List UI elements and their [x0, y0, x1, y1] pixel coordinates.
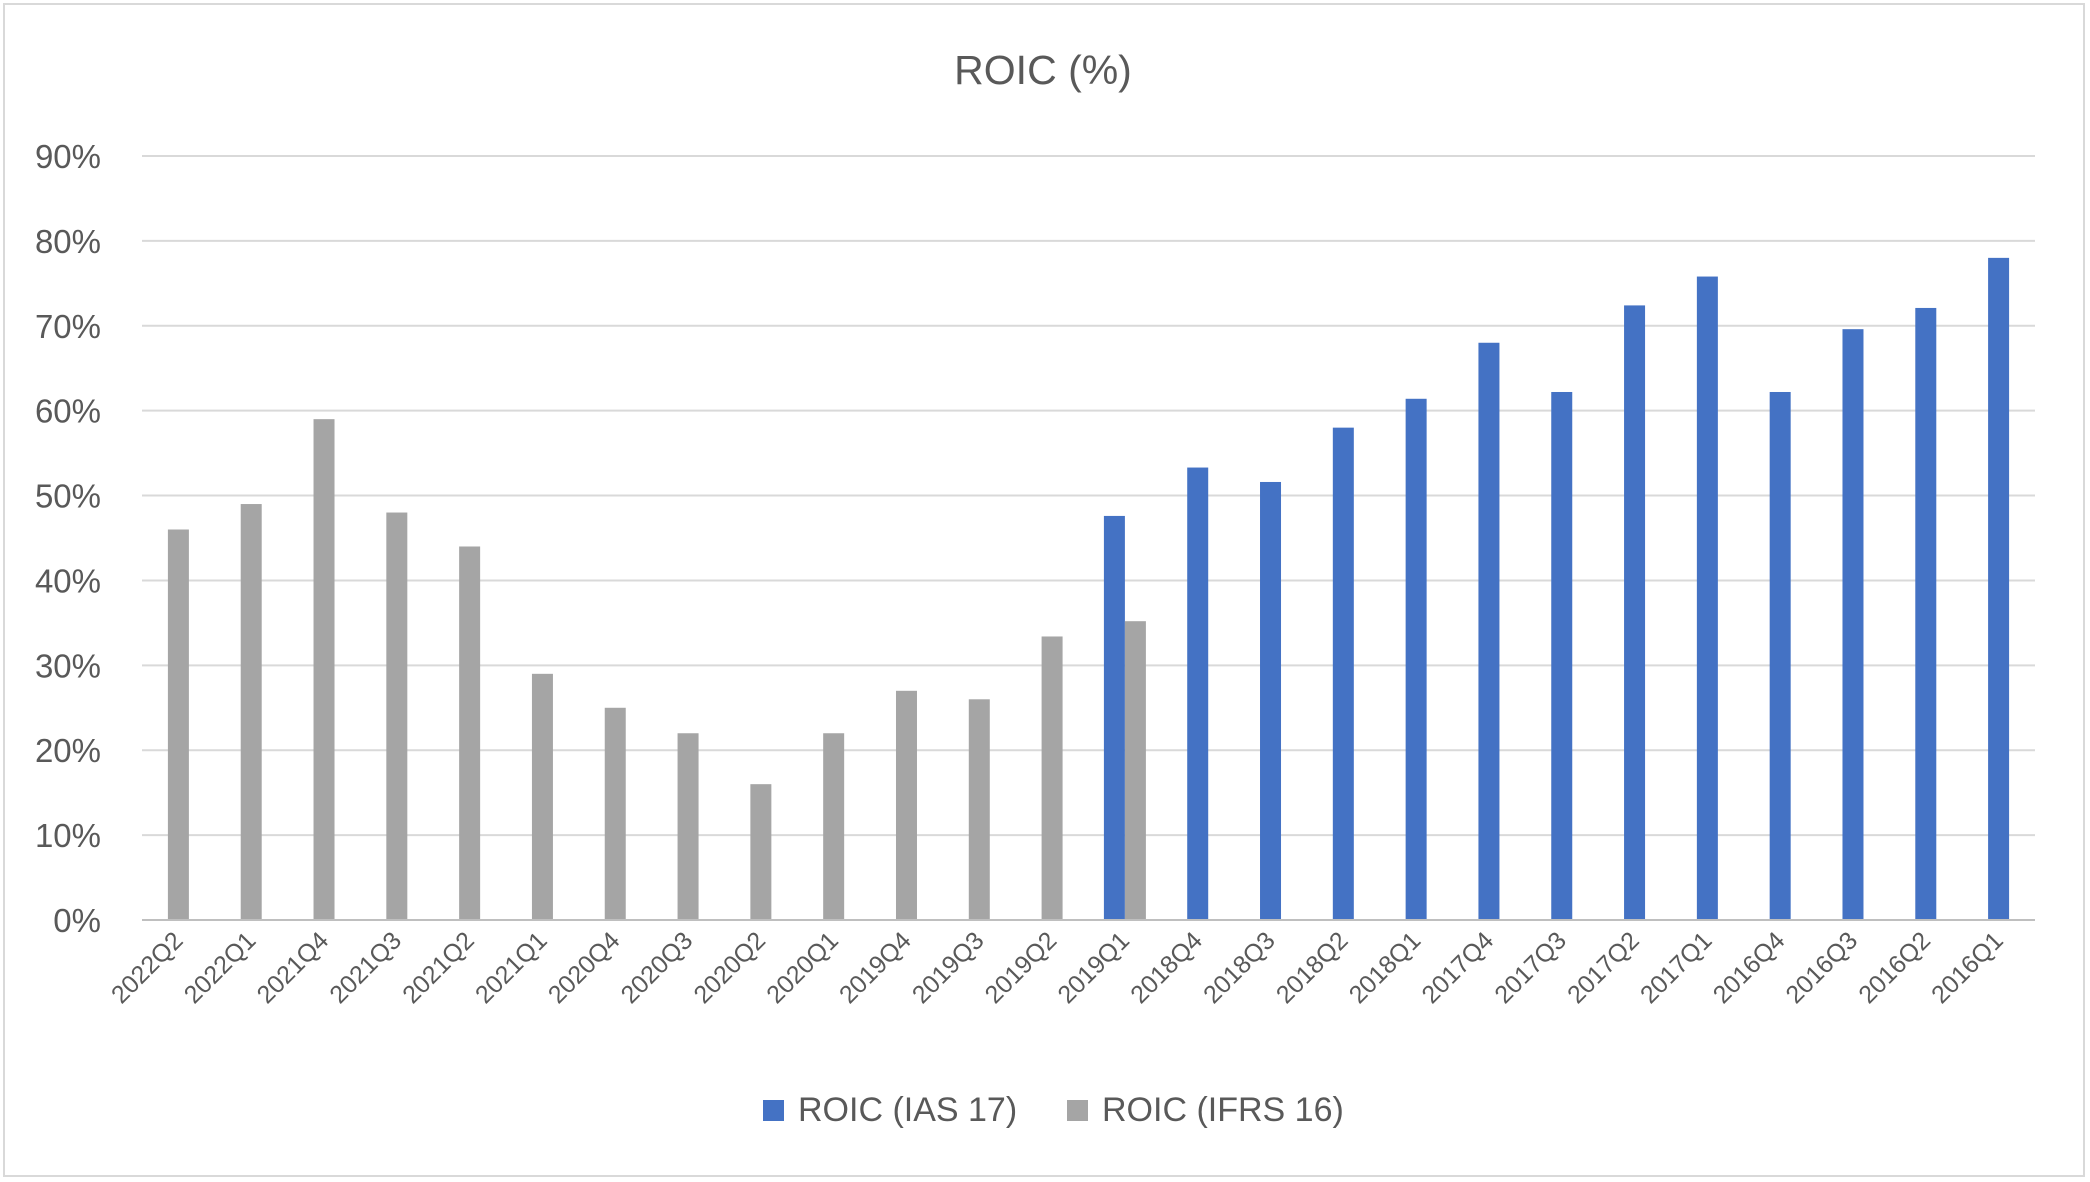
x-tick-label: 2021Q1	[470, 926, 553, 1009]
x-tick-label: 2020Q2	[688, 926, 771, 1009]
bars	[142, 257, 2035, 921]
x-tick-label: 2017Q1	[1635, 926, 1718, 1009]
bar-ifrs16-2021Q4	[313, 419, 335, 920]
bar-ias17-2016Q3	[1842, 329, 1864, 920]
x-tick-label: 2017Q2	[1562, 926, 1645, 1009]
bar-ias17-2017Q1	[1696, 276, 1718, 920]
bar-ias17-2018Q2	[1332, 427, 1354, 920]
x-tick-label: 2022Q1	[179, 926, 262, 1009]
y-tick-label: 30%	[35, 647, 101, 684]
x-tick-label: 2016Q3	[1781, 926, 1864, 1009]
y-tick-label: 60%	[35, 393, 101, 430]
x-tick-label: 2016Q1	[1926, 926, 2009, 1009]
y-tick-label: 40%	[35, 562, 101, 599]
gridlines	[142, 155, 2035, 921]
bar-ias17-2018Q3	[1260, 481, 1282, 920]
legend-swatch	[763, 1100, 784, 1121]
bar-ias17-2019Q1	[1103, 515, 1125, 920]
x-tick-label: 2020Q3	[616, 926, 699, 1009]
legend-label: ROIC (IFRS 16)	[1102, 1091, 1344, 1129]
bar-ifrs16-2020Q3	[677, 733, 699, 920]
x-tick-label: 2019Q1	[1052, 926, 1135, 1009]
y-tick-label: 0%	[53, 902, 101, 939]
bar-ifrs16-2019Q3	[968, 699, 990, 920]
legend-swatch	[1067, 1100, 1088, 1121]
bar-ifrs16-2021Q1	[531, 673, 553, 920]
x-tick-label: 2019Q4	[834, 926, 917, 1009]
bar-ias17-2016Q4	[1769, 391, 1791, 921]
y-tick-label: 80%	[35, 223, 101, 260]
x-tick-label: 2021Q3	[324, 926, 407, 1009]
legend-label: ROIC (IAS 17)	[798, 1091, 1017, 1129]
x-tick-label: 2018Q1	[1344, 926, 1427, 1009]
x-tick-label: 2020Q4	[543, 926, 626, 1009]
legend: ROIC (IAS 17) ROIC (IFRS 16)	[763, 1091, 1344, 1129]
chart-frame	[3, 3, 2085, 1177]
bar-ifrs16-2022Q1	[240, 504, 262, 920]
bar-ifrs16-2021Q3	[386, 512, 408, 920]
bar-ifrs16-2019Q2	[1041, 636, 1063, 920]
bar-ifrs16-2022Q2	[167, 529, 189, 920]
bar-ifrs16-2020Q4	[604, 707, 626, 920]
y-tick-label: 90%	[35, 138, 101, 175]
x-tick-label: 2020Q1	[761, 926, 844, 1009]
x-tick-label: 2017Q3	[1489, 926, 1572, 1009]
bar-ias17-2017Q2	[1624, 305, 1646, 921]
chart-title: ROIC (%)	[954, 47, 1132, 93]
x-tick-label: 2019Q3	[907, 926, 990, 1009]
bar-ias17-2016Q1	[1988, 257, 2010, 920]
x-tick-label: 2016Q4	[1708, 926, 1791, 1009]
bar-ifrs16-2021Q2	[459, 546, 481, 920]
x-tick-label: 2019Q2	[980, 926, 1063, 1009]
x-tick-label: 2022Q2	[106, 926, 189, 1009]
bar-ias17-2017Q3	[1551, 391, 1573, 921]
bar-ifrs16-2020Q1	[823, 733, 845, 920]
bar-ifrs16-2019Q1	[1124, 621, 1146, 920]
bar-ifrs16-2019Q4	[895, 690, 917, 920]
legend-item-ifrs16: ROIC (IFRS 16)	[1067, 1091, 1344, 1129]
x-tick-label: 2018Q3	[1198, 926, 1281, 1009]
x-tick-label: 2017Q4	[1416, 926, 1499, 1009]
legend-item-ias17: ROIC (IAS 17)	[763, 1091, 1017, 1129]
y-tick-label: 70%	[35, 308, 101, 345]
x-tick-label: 2018Q2	[1271, 926, 1354, 1009]
bar-ias17-2018Q4	[1187, 467, 1209, 920]
bar-ias17-2016Q2	[1915, 307, 1937, 920]
y-tick-label: 10%	[35, 817, 101, 854]
x-axis-ticks: 2022Q22022Q12021Q42021Q32021Q22021Q12020…	[106, 926, 2009, 1009]
x-tick-label: 2018Q4	[1125, 926, 1208, 1009]
x-tick-label: 2021Q2	[397, 926, 480, 1009]
x-tick-label: 2021Q4	[252, 926, 335, 1009]
bar-ias17-2018Q1	[1405, 398, 1427, 920]
y-tick-label: 50%	[35, 478, 101, 515]
x-tick-label: 2016Q2	[1853, 926, 1936, 1009]
bar-ias17-2017Q4	[1478, 342, 1500, 920]
y-axis-ticks: 0% 10% 20% 30% 40% 50% 60% 70% 80% 90%	[35, 138, 101, 939]
bar-ifrs16-2020Q2	[750, 784, 772, 920]
y-tick-label: 20%	[35, 732, 101, 769]
